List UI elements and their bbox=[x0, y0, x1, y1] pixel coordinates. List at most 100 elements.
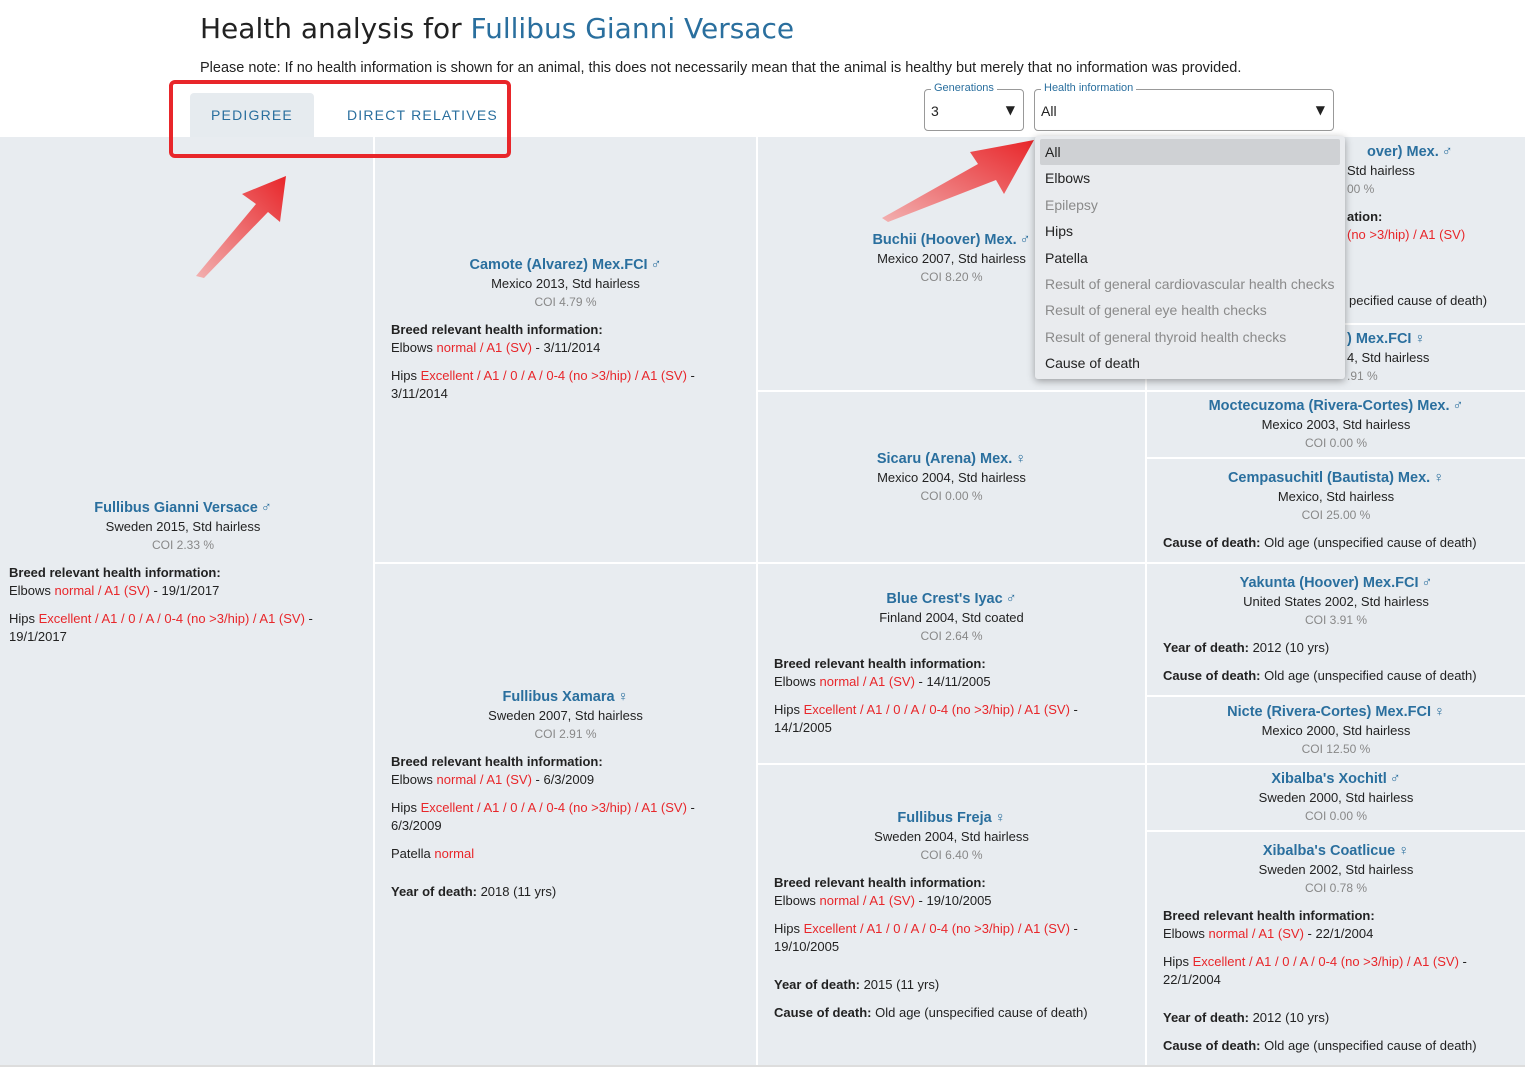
dog-card-dam: Fullibus Xamara ♀ Sweden 2007, Std hairle… bbox=[375, 564, 756, 1065]
dog-meta: Std hairless bbox=[1347, 163, 1415, 178]
year-of-death-value: 2012 (10 yrs) bbox=[1248, 640, 1330, 655]
elbows-result: normal / A1 (SV) bbox=[1208, 926, 1304, 941]
generations-select[interactable]: Generations 3 ▼ bbox=[924, 82, 1024, 131]
dog-name-link[interactable]: Xibalba's Xochitl bbox=[1271, 771, 1387, 787]
health-info: Breed relevant health information: Elbow… bbox=[774, 655, 1129, 737]
cause-of-death-label: Cause of death: bbox=[774, 1004, 872, 1020]
dog-card-sd: Sicaru (Arena) Mex. ♀ Mexico 2004, Std ha… bbox=[758, 392, 1145, 562]
cause-of-death-value: Old age (unspecified cause of death) bbox=[1260, 535, 1477, 550]
dog-name-link[interactable]: over) Mex. bbox=[1367, 144, 1439, 160]
year-of-death-label: Year of death: bbox=[1163, 1010, 1249, 1025]
year-of-death-label: Year of death: bbox=[1163, 640, 1249, 655]
dog-card-dds: Xibalba's Xochitl ♂ Sweden 2000, Std hair… bbox=[1147, 765, 1525, 830]
option-cause-of-death[interactable]: Cause of death bbox=[1045, 355, 1140, 372]
hips-result: Excellent / A1 / 0 / A / 0-4 (no >3/hip)… bbox=[803, 920, 1070, 936]
patella-label: Patella bbox=[391, 846, 435, 861]
chevron-down-icon: ▼ bbox=[1005, 103, 1015, 117]
hips-result: (no >3/hip) / A1 (SV) bbox=[1347, 227, 1466, 242]
breed-label: Breed relevant health information: bbox=[1163, 908, 1375, 923]
dog-meta: Sweden 2007, Std hairless bbox=[488, 708, 643, 723]
elbows-label: Elbows bbox=[1163, 926, 1209, 941]
elbows-date: - 19/10/2005 bbox=[914, 892, 992, 908]
breed-label: Breed relevant health information: bbox=[391, 754, 603, 769]
health-info: Cause of death: Old age (unspecified cau… bbox=[1163, 534, 1509, 552]
breed-label: Breed relevant health information: bbox=[774, 656, 986, 671]
title-dog-link[interactable]: Fullibus Gianni Versace bbox=[470, 12, 795, 45]
dog-name-link[interactable]: Fullibus Xamara bbox=[502, 689, 615, 705]
dog-name-link[interactable]: Sicaru (Arena) Mex. bbox=[876, 450, 1013, 467]
hips-result: Excellent / A1 / 0 / A / 0-4 (no >3/hip)… bbox=[420, 368, 687, 383]
elbows-result: normal / A1 (SV) bbox=[819, 674, 915, 689]
dog-meta: Mexico 2013, Std hairless bbox=[491, 276, 640, 291]
dog-coi: COI 12.50 % bbox=[1301, 741, 1371, 756]
annotation-arrow-right bbox=[882, 140, 1034, 222]
elbows-label: Elbows bbox=[774, 674, 820, 689]
year-of-death-label: Year of death: bbox=[391, 884, 477, 899]
hips-result: Excellent / A1 / 0 / A / 0-4 (no >3/hip)… bbox=[803, 702, 1070, 717]
dog-name-link[interactable]: Blue Crest's Iyac bbox=[886, 591, 1003, 607]
dog-coi: COI 2.91 % bbox=[534, 727, 597, 741]
female-icon: ♀ bbox=[1398, 843, 1410, 859]
option-thyroid: Result of general thyroid health checks bbox=[1045, 328, 1287, 345]
dog-card-root: Fullibus Gianni Versace ♂ Sweden 2015, St… bbox=[0, 137, 373, 1065]
female-icon: ♀ bbox=[1433, 703, 1445, 720]
dog-name-link[interactable]: Fullibus Gianni Versace bbox=[94, 499, 258, 516]
divider bbox=[0, 1065, 1525, 1067]
dog-name-link[interactable]: Fullibus Freja bbox=[897, 809, 992, 826]
dog-coi: COI 6.40 % bbox=[920, 847, 983, 862]
health-info-dropdown-menu: All Elbows Epilepsy Hips Patella Result … bbox=[1035, 136, 1345, 379]
hips-date: - 19/10/2005 bbox=[774, 920, 1078, 954]
dog-coi: .91 % bbox=[1347, 369, 1378, 383]
dog-coi: COI 2.64 % bbox=[920, 629, 983, 643]
disclaimer-note: Please note: If no health information is… bbox=[200, 60, 1242, 76]
tab-pedigree[interactable]: PEDIGREE bbox=[190, 93, 314, 137]
dog-card-dd: Fullibus Freja ♀ Sweden 2004, Std hairles… bbox=[758, 765, 1145, 1065]
tab-direct-relatives[interactable]: DIRECT RELATIVES bbox=[346, 107, 498, 123]
health-info-select[interactable]: Health information All ▼ bbox=[1034, 82, 1334, 131]
female-icon: ♀ bbox=[617, 689, 629, 705]
hips-label: Hips bbox=[1163, 954, 1193, 969]
cause-of-death-value: Old age (unspecified cause of death) bbox=[1260, 1038, 1477, 1053]
generations-label: Generations bbox=[931, 82, 997, 94]
male-icon: ♂ bbox=[1452, 398, 1464, 414]
male-icon: ♂ bbox=[1389, 771, 1401, 787]
female-icon: ♀ bbox=[1015, 450, 1027, 467]
breed-label: Breed relevant health information: bbox=[9, 564, 221, 580]
year-of-death-value: 2012 (10 yrs) bbox=[1248, 1010, 1330, 1025]
dog-card-sds: Moctecuzoma (Rivera-Cortes) Mex. ♂ Mexico… bbox=[1147, 392, 1525, 457]
dog-name-link[interactable]: Xibalba's Coatlicue bbox=[1262, 843, 1396, 859]
dog-meta: Sweden 2002, Std hairless bbox=[1258, 862, 1414, 877]
dog-card-sdd: Cempasuchitl (Bautista) Mex. ♀ Mexico, St… bbox=[1147, 459, 1525, 562]
option-all[interactable]: All bbox=[1040, 139, 1340, 166]
option-hips[interactable]: Hips bbox=[1045, 223, 1074, 240]
dog-name-link[interactable]: Yakunta (Hoover) Mex.FCI bbox=[1239, 575, 1419, 591]
dog-coi: COI 0.00 % bbox=[920, 488, 983, 503]
health-info: Breed relevant health information: Elbow… bbox=[774, 874, 1129, 1022]
dog-name-link[interactable]: Moctecuzoma (Rivera-Cortes) Mex. bbox=[1208, 398, 1450, 414]
dog-coi: COI 8.20 % bbox=[920, 270, 983, 284]
health-info-label: Health information bbox=[1041, 82, 1137, 94]
dog-meta: Mexico, Std hairless bbox=[1277, 489, 1395, 504]
dog-name-link[interactable]: Cempasuchitl (Bautista) Mex. bbox=[1227, 470, 1431, 486]
male-icon: ♂ bbox=[1441, 144, 1453, 160]
dog-card-sire: Camote (Alvarez) Mex.FCI ♂ Mexico 2013, S… bbox=[375, 137, 756, 562]
dog-name-link[interactable]: ) Mex.FCI bbox=[1347, 331, 1412, 347]
health-info-value: All bbox=[1041, 103, 1057, 119]
option-patella[interactable]: Patella bbox=[1045, 249, 1088, 266]
elbows-result: normal / A1 (SV) bbox=[54, 582, 150, 598]
annotation-arrow-up bbox=[196, 176, 286, 278]
hips-label: Hips bbox=[774, 920, 804, 936]
female-icon: ♀ bbox=[994, 809, 1006, 826]
dog-meta: United States 2002, Std hairless bbox=[1243, 594, 1429, 609]
option-elbows[interactable]: Elbows bbox=[1045, 170, 1091, 187]
dog-card-dss: Yakunta (Hoover) Mex.FCI ♂ United States … bbox=[1147, 564, 1525, 695]
male-icon: ♂ bbox=[650, 257, 662, 273]
dog-name-link[interactable]: Buchii (Hoover) Mex. bbox=[872, 232, 1017, 248]
hips-label: Hips bbox=[391, 368, 421, 383]
male-icon: ♂ bbox=[1019, 232, 1031, 248]
dog-name-link[interactable]: Camote (Alvarez) Mex.FCI bbox=[469, 257, 648, 273]
dog-name-link[interactable]: Nicte (Rivera-Cortes) Mex.FCI bbox=[1227, 703, 1431, 720]
cause-of-death-label: Cause of death: bbox=[1163, 668, 1261, 683]
hips-result: Excellent / A1 / 0 / A / 0-4 (no >3/hip)… bbox=[38, 610, 305, 626]
elbows-result: normal / A1 (SV) bbox=[436, 340, 532, 355]
